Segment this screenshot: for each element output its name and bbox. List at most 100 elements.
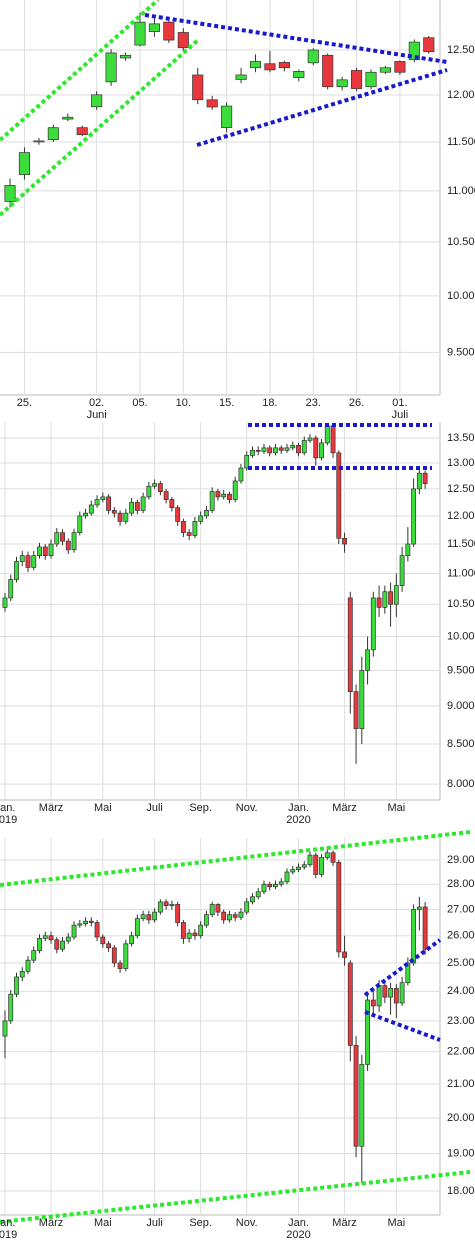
candle-body <box>157 901 163 913</box>
candle-body <box>365 71 377 88</box>
candle-body <box>60 940 65 950</box>
candle-body <box>399 982 405 1004</box>
y-tick-label: 20.000 <box>447 1112 475 1124</box>
y-tick-label: 23.000 <box>447 1015 475 1027</box>
candle-body <box>209 491 215 511</box>
candle-body <box>42 546 48 556</box>
candle-body <box>91 94 103 108</box>
candle-body <box>71 924 77 938</box>
candle-body <box>215 904 221 913</box>
x-tick-label: 01. Juli <box>391 397 409 421</box>
candle-body <box>48 935 54 941</box>
candle-body <box>301 440 307 454</box>
trend-line <box>196 68 448 147</box>
candle-body <box>19 555 25 562</box>
candle-body <box>25 555 31 568</box>
candle-body <box>14 561 19 580</box>
candle-body <box>342 951 347 958</box>
candle-body <box>422 472 428 484</box>
y-tick-label: 10.500 <box>447 236 475 248</box>
candle-body <box>423 37 435 53</box>
x-tick-label: Nov. <box>235 802 258 814</box>
candle-body <box>2 1020 8 1037</box>
candle-body <box>273 883 278 888</box>
x-tick-label: 18. <box>262 397 278 409</box>
candle-body <box>394 61 406 73</box>
candle-body <box>65 936 71 942</box>
trend-lines <box>0 0 471 1224</box>
trend-line <box>363 938 442 997</box>
candle-body <box>117 962 123 969</box>
y-tick-label: 12.000 <box>447 510 475 522</box>
candle-body <box>359 670 365 729</box>
candle-body <box>365 649 370 671</box>
candle-body <box>19 971 25 978</box>
x-tick-label: Mai <box>93 1217 112 1229</box>
x-tick-label: Jan. 2019 <box>0 1217 18 1241</box>
candle-body <box>365 999 370 1065</box>
candle-body <box>31 950 37 961</box>
candle-body <box>31 555 37 568</box>
candle-body <box>388 591 394 605</box>
candle-body <box>296 445 301 454</box>
y-tick-label: 26.000 <box>447 930 475 942</box>
candle-body <box>307 437 313 441</box>
y-tick-label: 9.000 <box>447 700 475 712</box>
candle-body <box>8 993 14 1022</box>
candle-body <box>152 911 158 921</box>
candle-body <box>330 425 336 454</box>
candle-body <box>382 985 388 998</box>
candle-body <box>203 914 209 926</box>
trend-line <box>144 13 448 64</box>
candle-body <box>232 914 238 918</box>
candle-body <box>227 493 232 500</box>
y-tick-label: 11.000 <box>447 567 475 579</box>
candle-body <box>192 74 204 101</box>
y-tick-label: 12.000 <box>447 89 475 101</box>
candle-body <box>319 857 324 875</box>
candle-body <box>249 61 262 69</box>
candle-body <box>2 597 8 608</box>
y-tick-label: 10.000 <box>447 630 475 642</box>
x-tick-label: 15. <box>218 397 235 409</box>
candle-body <box>77 515 83 533</box>
candle-body <box>422 906 428 950</box>
candle-body <box>238 911 244 918</box>
trend-line <box>364 1010 441 1042</box>
candle-body <box>140 914 146 919</box>
candle-body <box>359 1064 365 1147</box>
candle-body <box>261 447 267 452</box>
candle-body <box>105 52 117 83</box>
candle-body <box>163 491 169 500</box>
candle-body <box>8 579 14 599</box>
y-tick-label: 24.000 <box>447 985 475 997</box>
candle-body <box>54 939 60 950</box>
candle-body <box>186 532 192 536</box>
x-tick-label: 23. <box>305 397 321 409</box>
candle-body <box>198 924 204 937</box>
candle-body <box>106 943 111 949</box>
candle-body <box>393 988 399 1004</box>
y-tick-label: 13.000 <box>447 457 475 469</box>
candle-body <box>100 496 106 500</box>
candle-body <box>267 447 273 454</box>
candle-body <box>232 480 238 500</box>
candle-body <box>169 499 175 509</box>
candle-body <box>250 896 255 903</box>
candle-body <box>180 922 186 939</box>
candle-body <box>54 532 60 545</box>
candle-body <box>336 452 342 539</box>
candle-body <box>221 493 227 498</box>
candle-body <box>198 515 204 522</box>
candle-body <box>278 62 290 69</box>
candle-body <box>111 510 117 514</box>
candle-body <box>221 105 233 128</box>
candle-body <box>140 496 146 511</box>
candle-body <box>65 540 71 551</box>
candle-body <box>71 532 77 551</box>
candle-body <box>215 491 221 498</box>
candle-body <box>163 21 175 41</box>
x-tick-label: Mai <box>93 802 112 814</box>
x-tick-label: Sep. <box>189 802 212 814</box>
